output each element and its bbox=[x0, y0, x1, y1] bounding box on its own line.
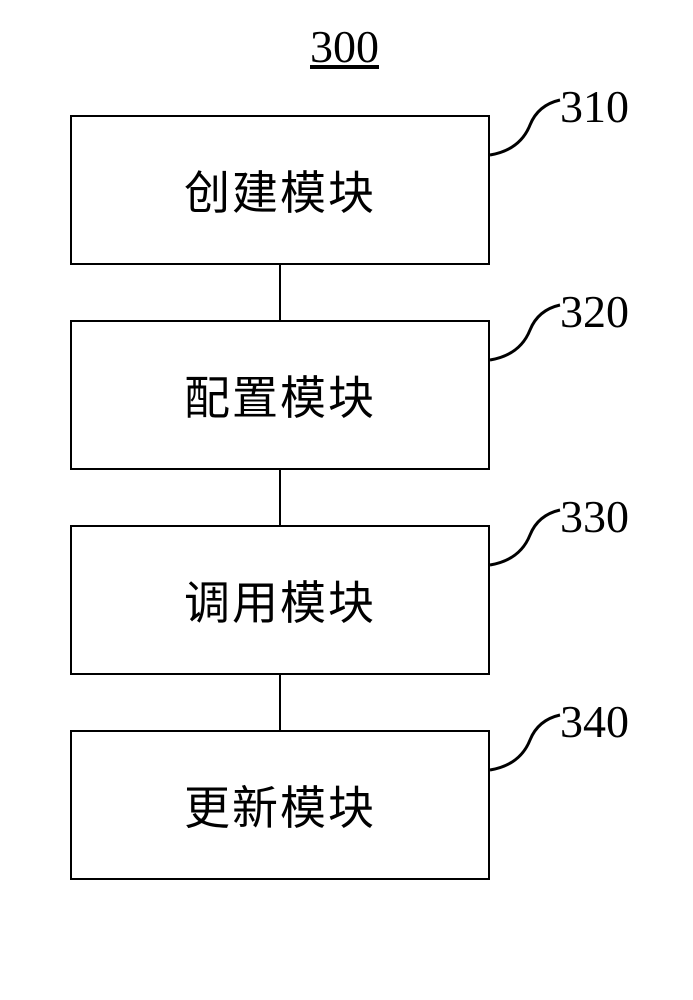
callout-curve-icon bbox=[490, 300, 570, 370]
reference-label: 320 bbox=[560, 285, 629, 338]
callout-curve-icon bbox=[490, 710, 570, 780]
reference-label: 310 bbox=[560, 80, 629, 133]
callout-curve-icon bbox=[490, 505, 570, 575]
module-box-update: 更新模块 bbox=[70, 730, 490, 880]
connector-line bbox=[279, 470, 281, 525]
module-label: 创建模块 bbox=[184, 157, 376, 223]
module-box-invoke: 调用模块 bbox=[70, 525, 490, 675]
reference-label: 340 bbox=[560, 695, 629, 748]
reference-label: 330 bbox=[560, 490, 629, 543]
connector-line bbox=[279, 265, 281, 320]
module-box-create: 创建模块 bbox=[70, 115, 490, 265]
module-box-config: 配置模块 bbox=[70, 320, 490, 470]
connector-line bbox=[279, 675, 281, 730]
diagram-title: 300 bbox=[310, 20, 379, 73]
callout-curve-icon bbox=[490, 95, 570, 165]
module-label: 配置模块 bbox=[184, 362, 376, 428]
module-label: 更新模块 bbox=[184, 772, 376, 838]
module-label: 调用模块 bbox=[184, 567, 376, 633]
